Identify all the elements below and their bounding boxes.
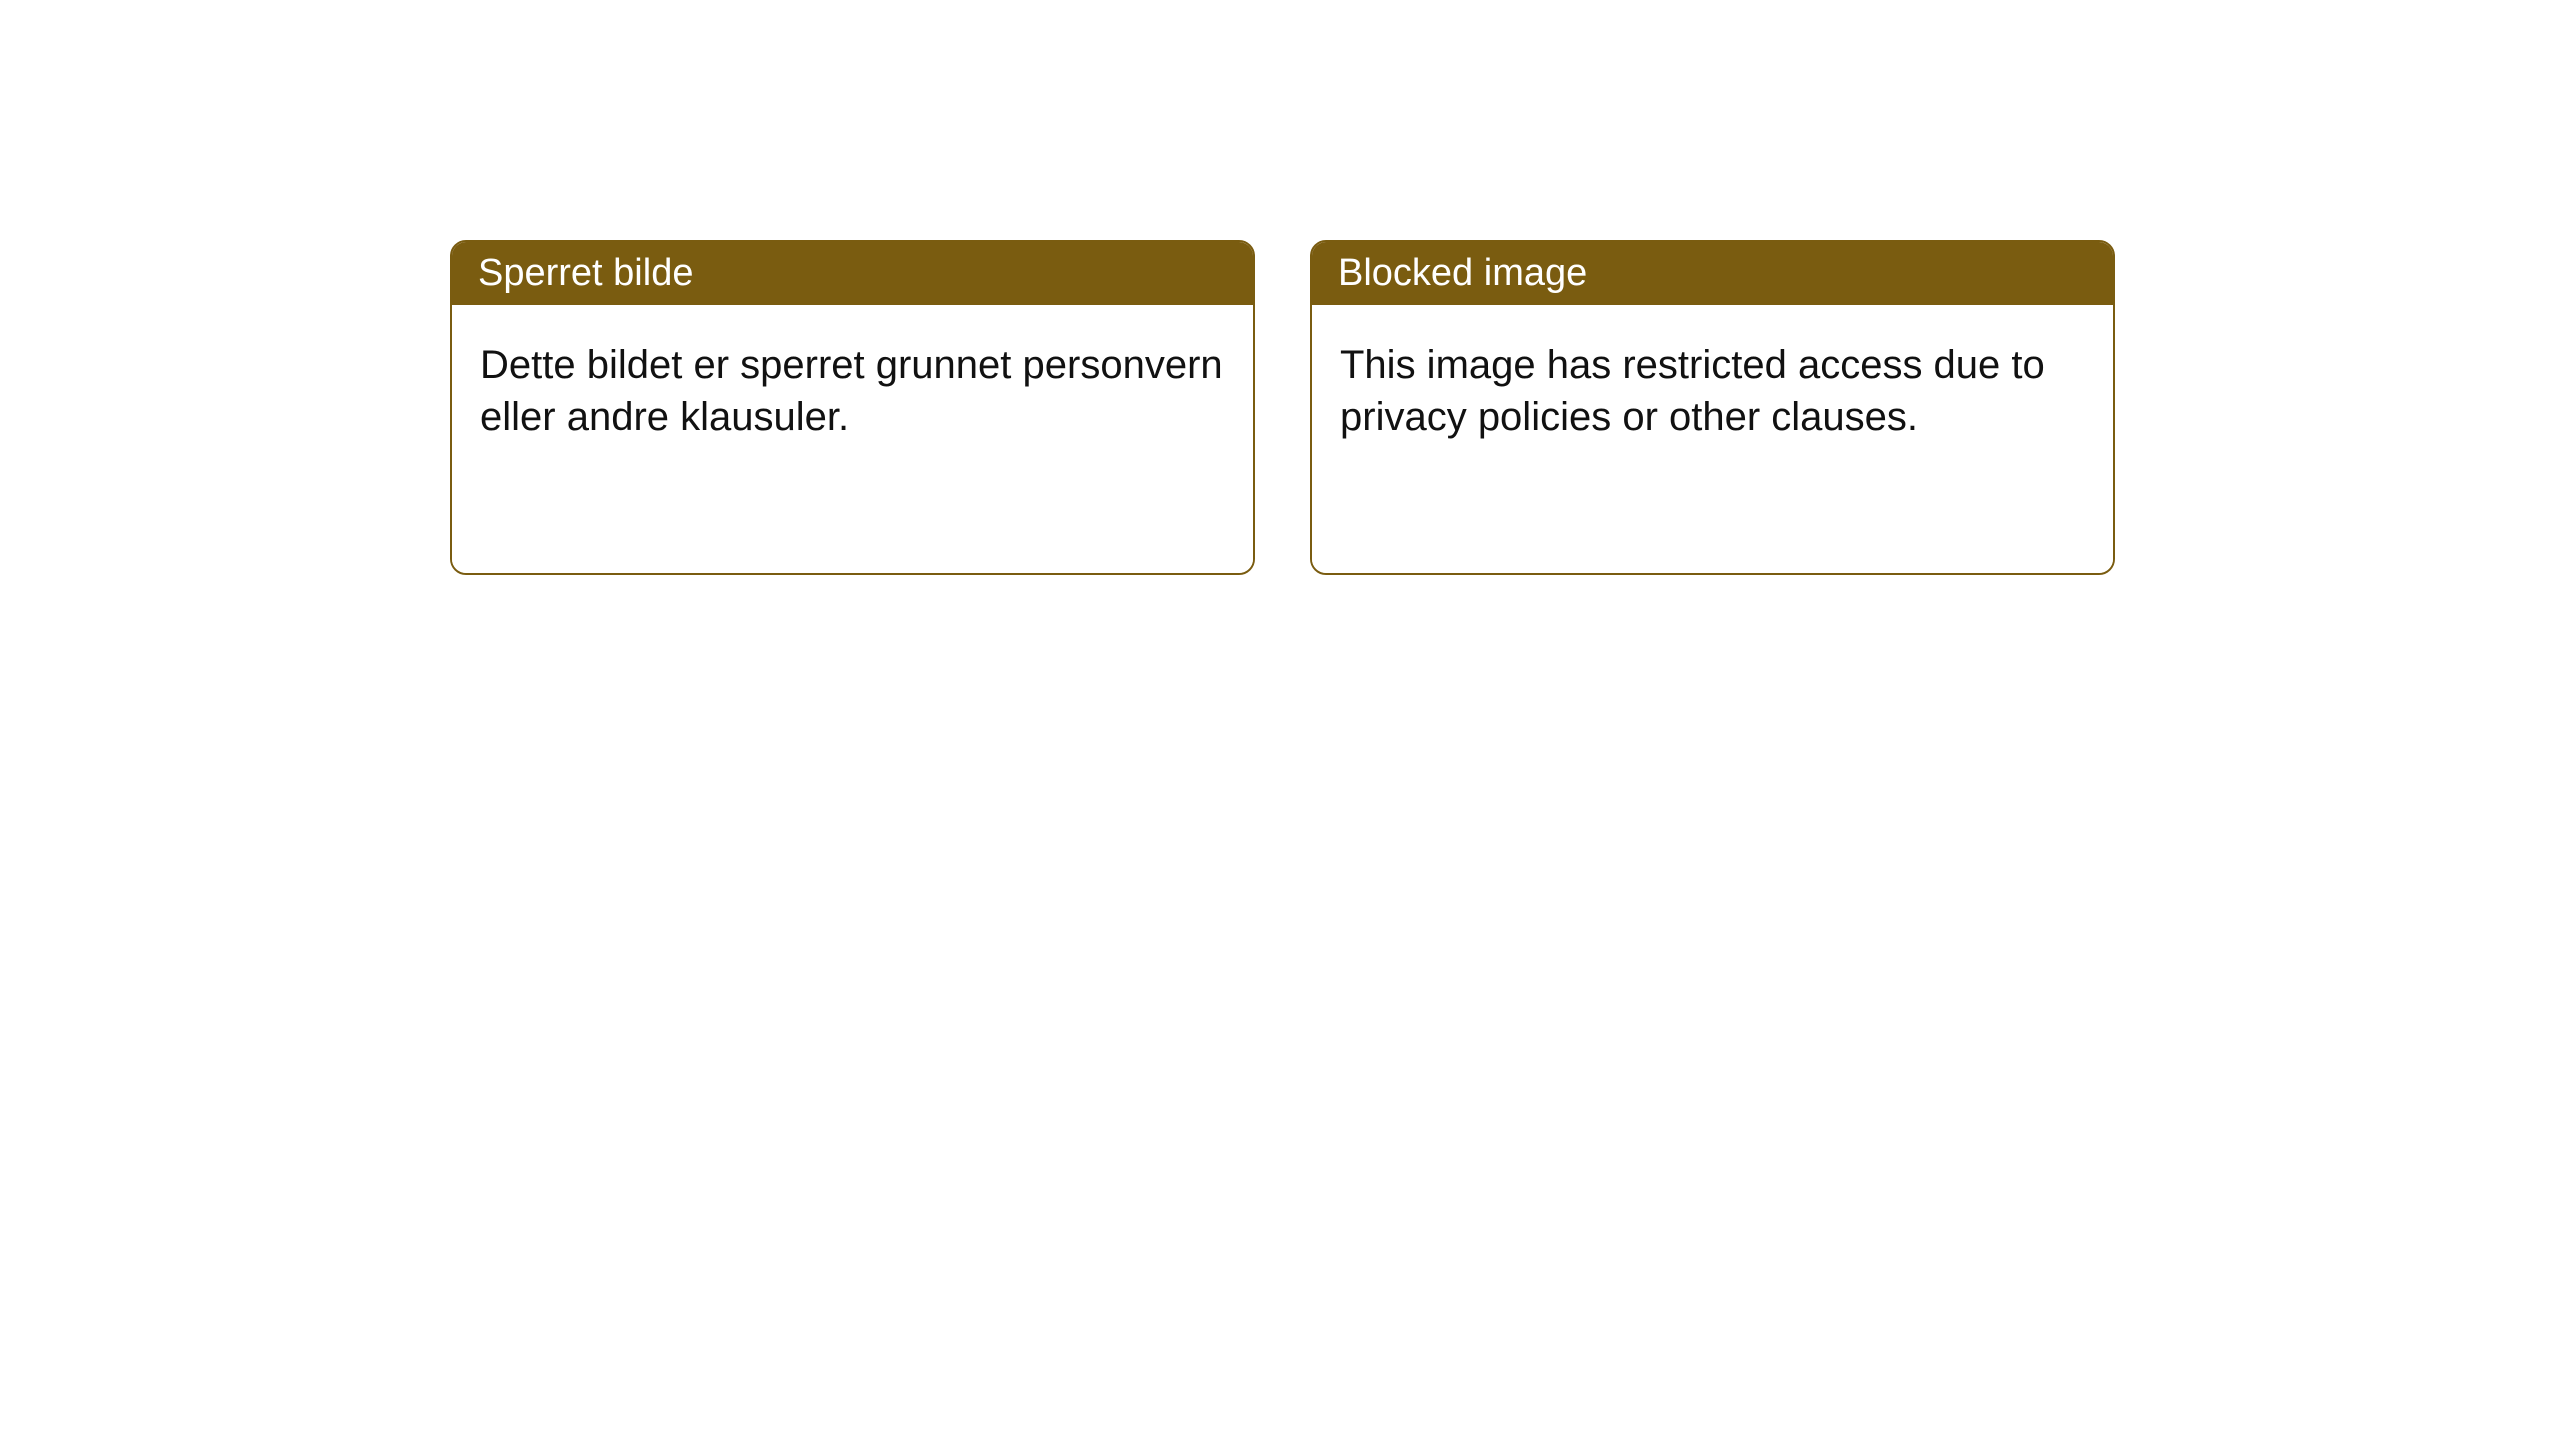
notice-title-english: Blocked image bbox=[1312, 242, 2113, 305]
notice-title-norwegian: Sperret bilde bbox=[452, 242, 1253, 305]
notice-card-english: Blocked image This image has restricted … bbox=[1310, 240, 2115, 575]
notice-body-norwegian: Dette bildet er sperret grunnet personve… bbox=[452, 305, 1253, 573]
notice-body-english: This image has restricted access due to … bbox=[1312, 305, 2113, 573]
notice-container: Sperret bilde Dette bildet er sperret gr… bbox=[0, 0, 2560, 575]
notice-card-norwegian: Sperret bilde Dette bildet er sperret gr… bbox=[450, 240, 1255, 575]
